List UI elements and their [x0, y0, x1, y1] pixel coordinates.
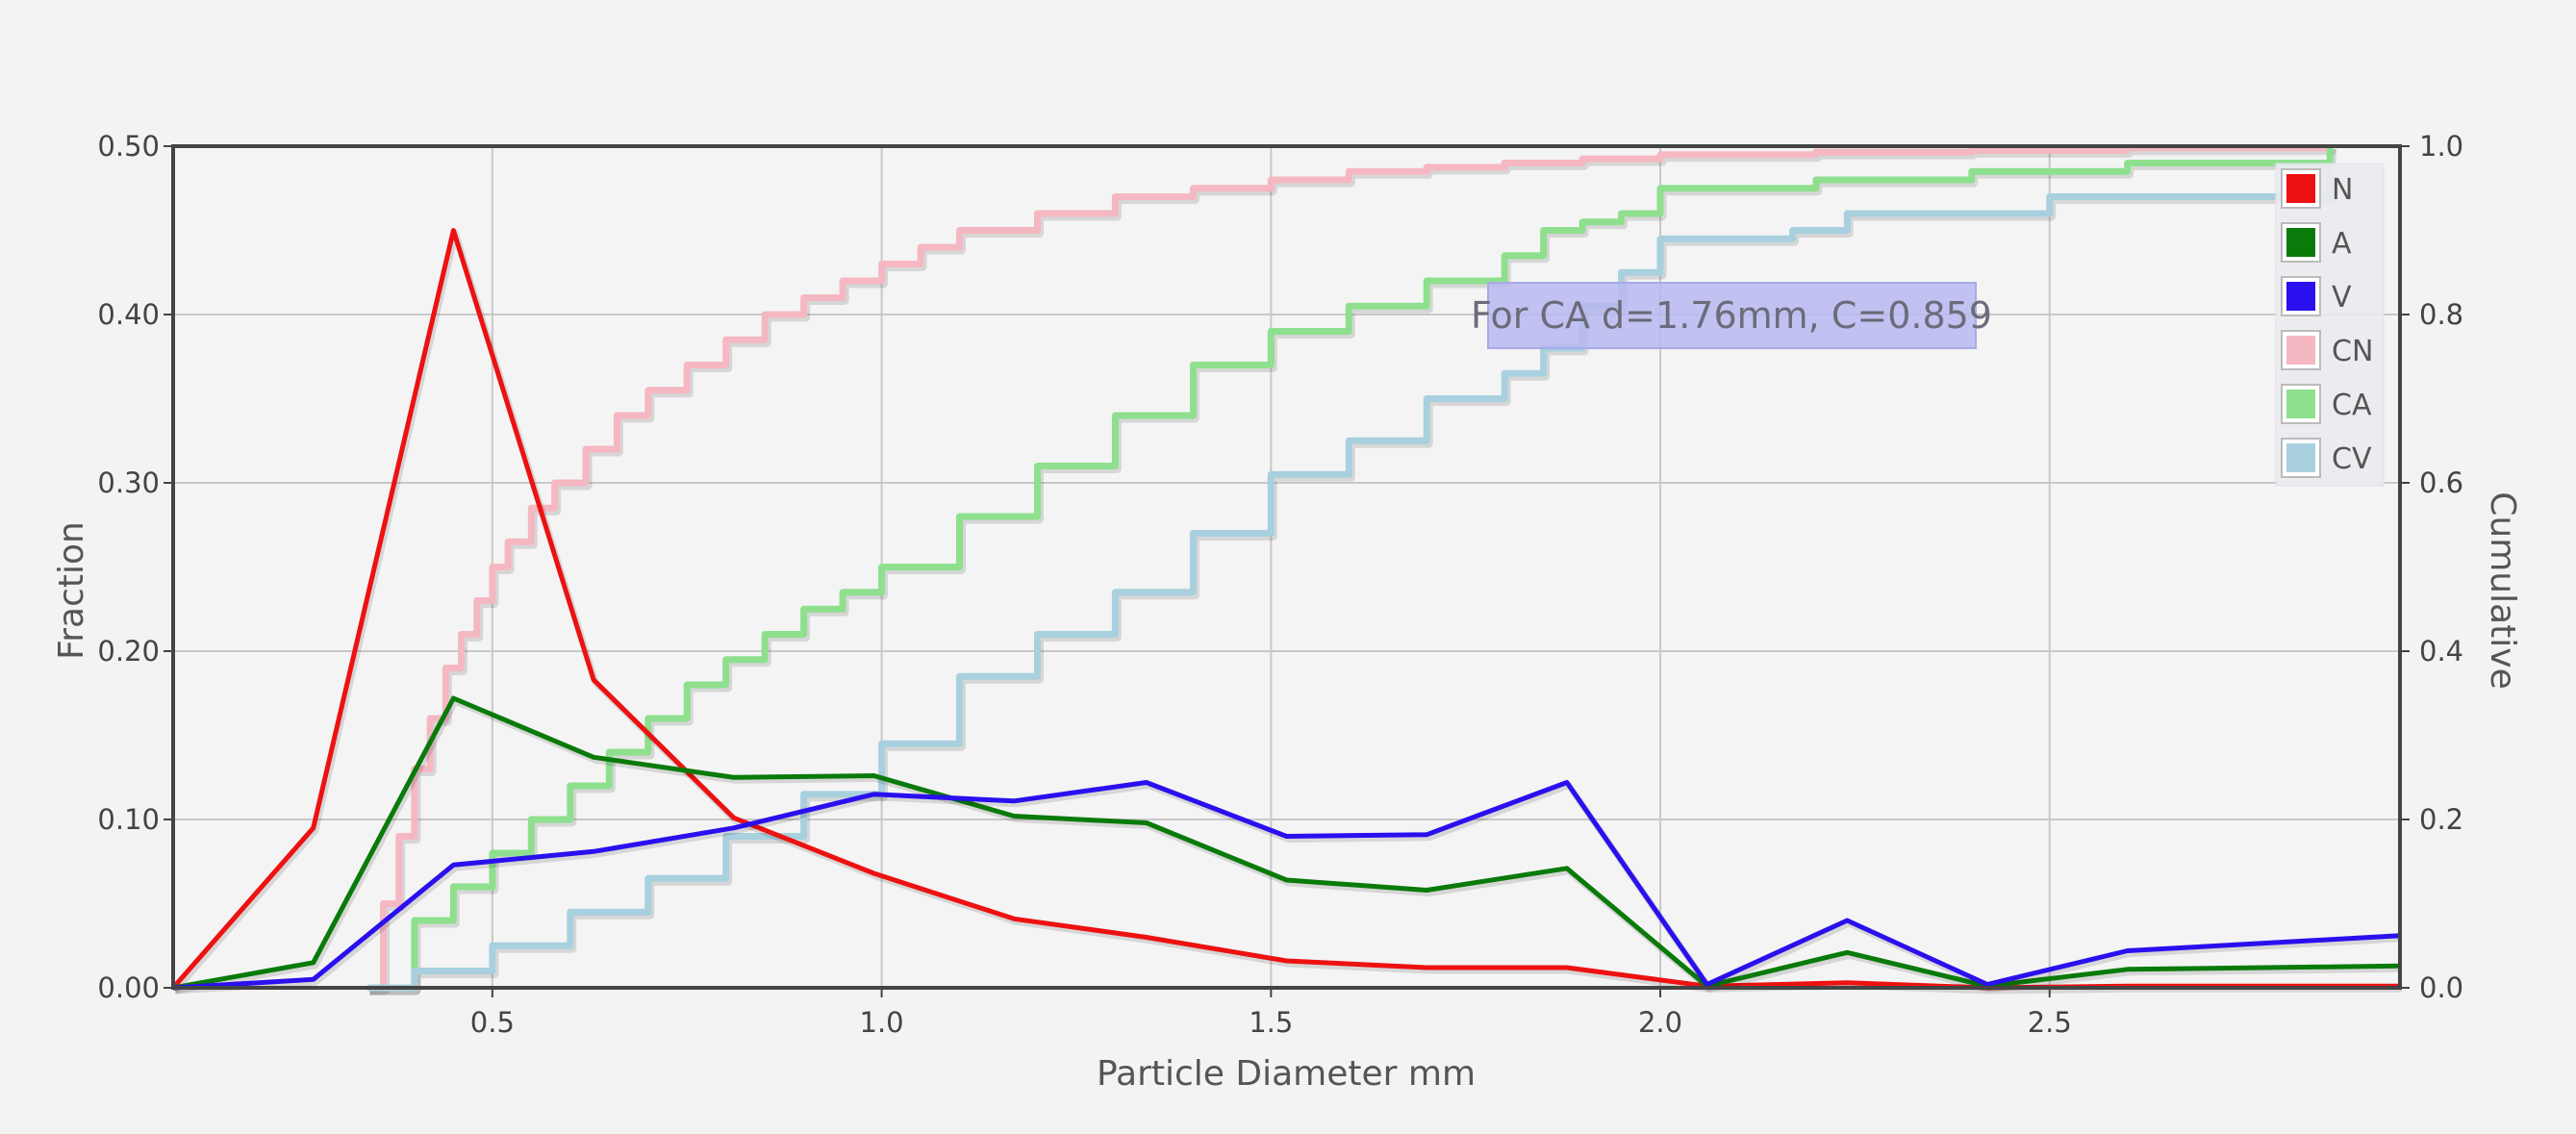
plot-background: [173, 146, 2400, 988]
legend-swatch-ca: [2286, 390, 2315, 418]
y2-tick-label: 1.0: [2419, 130, 2463, 163]
series-ca-line: [367, 146, 2334, 992]
x-axis-title: Particle Diameter mm: [1097, 1054, 1476, 1094]
y-axis-left: 0.00 0.10 0.20 0.30 0.40 0.50: [97, 130, 173, 1004]
x-tick-label: 1.0: [860, 1006, 904, 1039]
legend-label-cn: CN: [2332, 335, 2373, 368]
series-cv: [367, 171, 2336, 995]
legend-swatch-v: [2286, 282, 2315, 311]
y-tick-label: 0.40: [97, 298, 160, 331]
x-tick-label: 2.5: [2028, 1006, 2072, 1039]
legend-label-a: A: [2332, 227, 2352, 261]
series-ca: [367, 146, 2336, 995]
plot-frame: [171, 144, 2402, 990]
series-a-line: [172, 695, 2401, 991]
legend-label-ca: CA: [2332, 389, 2372, 422]
y2-tick-label: 0.2: [2419, 803, 2463, 836]
annotation: For CA d=1.76mm, C=0.859: [1471, 282, 1992, 349]
legend-label-v: V: [2332, 281, 2352, 315]
legend-swatch-cv: [2286, 443, 2315, 472]
legend: NAV CN CA CV: [2275, 163, 2385, 487]
annotation-text: For CA d=1.76mm, C=0.859: [1471, 294, 1992, 337]
series-cn-line: [367, 144, 2334, 992]
y-tick-label: 0.00: [97, 971, 160, 1004]
y-tick-label: 0.30: [97, 466, 160, 499]
legend-swatch-cn: [2286, 336, 2315, 365]
y-tick-label: 0.10: [97, 803, 160, 836]
x-tick-label: 2.0: [1638, 1006, 1682, 1039]
y2-tick-label: 0.8: [2419, 298, 2463, 331]
series-v-line: [172, 780, 2401, 991]
series-n-line: [171, 228, 2400, 991]
legend-swatch-n: [2286, 174, 2315, 203]
series-cn: [367, 144, 2336, 995]
series-layer: [171, 144, 2403, 995]
x-axis: 0.5 1.0 1.5 2.0 2.5: [470, 988, 2072, 1039]
annotation-box: [1487, 282, 1977, 349]
series-a: [172, 695, 2403, 995]
legend-swatch-a: [2286, 228, 2315, 257]
x-tick-label: 1.5: [1249, 1006, 1293, 1039]
x-tick-label: 0.5: [470, 1006, 515, 1039]
series-v: [172, 780, 2403, 995]
y2-tick-label: 0.6: [2419, 466, 2463, 499]
y-tick-label: 0.20: [97, 635, 160, 668]
legend-label-cv: CV: [2332, 442, 2372, 476]
y2-axis-title: Cumulative: [2483, 491, 2522, 689]
y2-tick-label: 0.4: [2419, 635, 2463, 668]
legend-label-n: N: [2332, 173, 2353, 207]
y-tick-label: 0.50: [97, 130, 160, 163]
legend-background: [2275, 163, 2385, 487]
y2-tick-label: 0.0: [2419, 971, 2463, 1004]
y-axis-title: Fraction: [52, 521, 91, 660]
y-axis-right: 0.0 0.2 0.4 0.6 0.8 1.0: [2400, 130, 2463, 1004]
series-cv-line: [367, 171, 2334, 992]
